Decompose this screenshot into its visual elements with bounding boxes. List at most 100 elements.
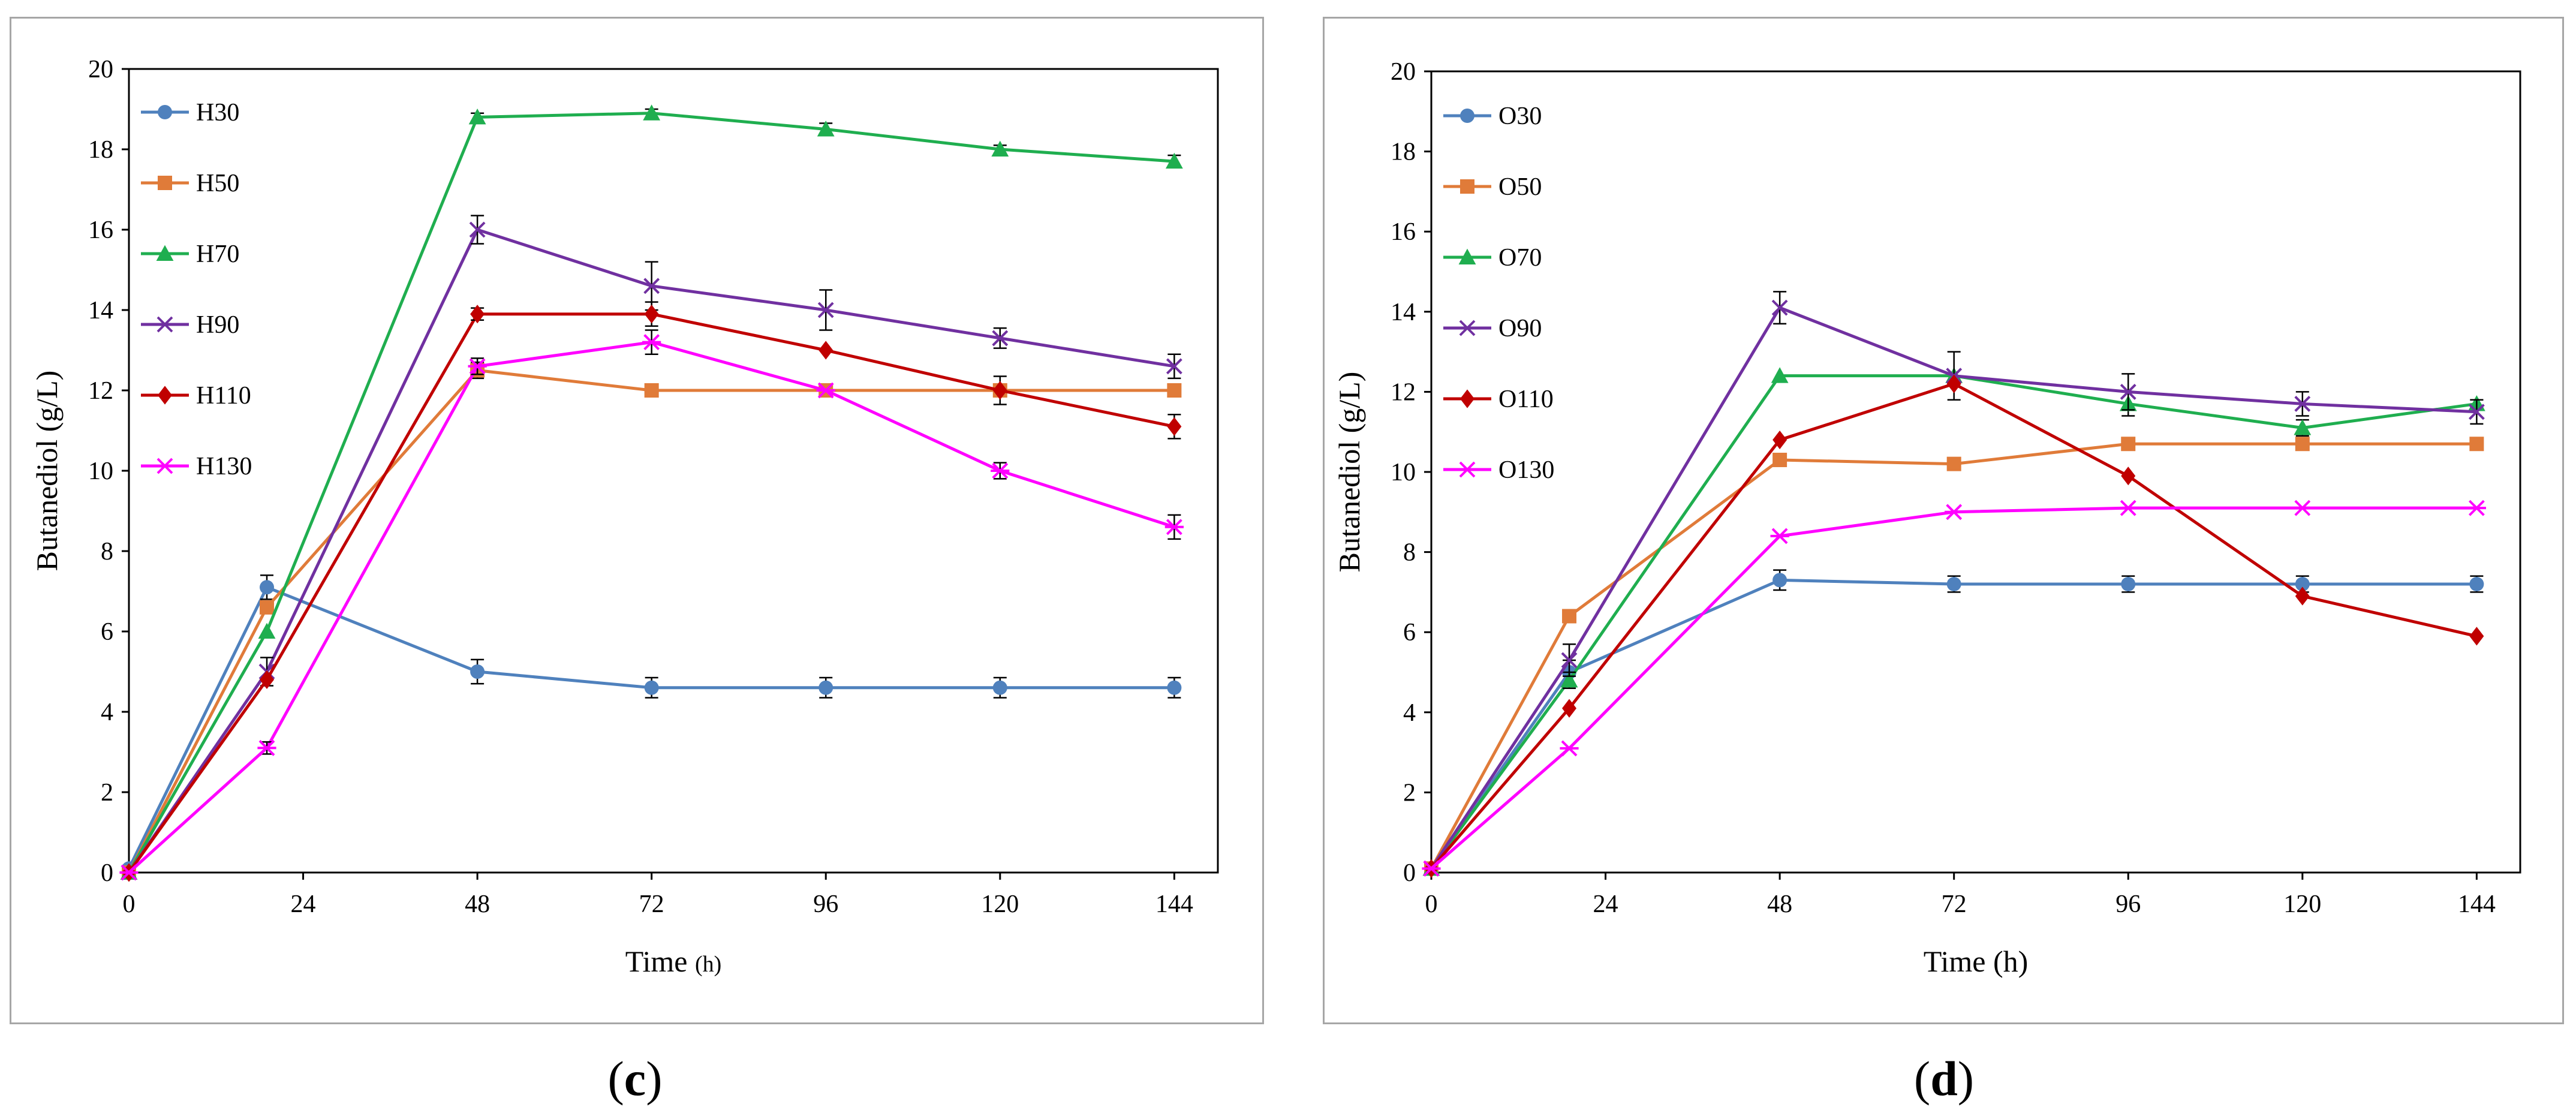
series-H70 [120, 104, 1183, 880]
y-tick-label: 16 [88, 216, 113, 244]
data-point-O50 [1772, 452, 1787, 467]
legend-label: H70 [196, 240, 239, 268]
x-tick-label: 144 [1155, 891, 1193, 918]
legend-entry-H30: H30 [141, 99, 239, 127]
plot-area [128, 68, 1219, 874]
data-point-H30 [818, 680, 833, 695]
series-H50 [122, 361, 1182, 880]
series-line-O70 [1430, 374, 2477, 870]
data-point-O130 [1560, 740, 1579, 757]
data-point-O130 [1945, 504, 1964, 521]
data-point-O90 [2120, 383, 2136, 400]
data-point-H90 [643, 278, 660, 294]
data-point-O70 [1771, 367, 1789, 383]
series-line-H130 [128, 341, 1175, 874]
data-point-H110 [992, 381, 1007, 400]
data-point-H30 [992, 680, 1007, 695]
caption-d: (d) [1913, 1051, 1975, 1106]
data-point-O90 [2294, 396, 2311, 412]
data-point-H110 [260, 670, 275, 689]
data-point-H130 [119, 864, 139, 881]
x-tick-label: 24 [291, 891, 316, 918]
legend-entry-O90: O90 [1443, 315, 1542, 342]
data-point-H30 [470, 664, 485, 679]
legend-label: O90 [1498, 315, 1542, 342]
legend-marker [1459, 320, 1476, 336]
legend-marker [158, 386, 172, 405]
data-point-H30 [644, 680, 659, 695]
data-point-O30 [1772, 573, 1787, 588]
data-point-O50 [1562, 609, 1577, 624]
data-point-O90 [1561, 652, 1578, 669]
y-tick-label: 14 [88, 297, 113, 324]
legend-marker [1458, 461, 1477, 478]
data-point-O130 [2467, 500, 2486, 516]
x-tick-label: 48 [1767, 891, 1792, 918]
x-tick-label: 24 [1593, 891, 1618, 918]
legend-label: H30 [196, 99, 239, 127]
data-point-O70 [2294, 419, 2312, 435]
data-point-H130 [468, 358, 487, 375]
data-point-H130 [816, 382, 835, 399]
x-tick-label: 144 [2458, 891, 2496, 918]
y-tick-label: 12 [1391, 378, 1416, 406]
plot-area [1430, 70, 2521, 874]
data-point-H50 [644, 383, 659, 398]
data-point-H70 [1165, 152, 1183, 169]
legend-marker [158, 105, 172, 119]
y-tick-label: 6 [101, 618, 113, 646]
data-point-H130 [257, 739, 276, 756]
data-point-H70 [991, 140, 1009, 157]
data-point-O110 [2295, 586, 2310, 606]
x-axis-title: Time (h) [625, 944, 722, 978]
legend-label: H110 [196, 382, 251, 410]
data-point-O90 [1771, 299, 1788, 316]
data-point-H130 [1164, 519, 1184, 536]
y-tick-label: 20 [1391, 58, 1416, 86]
x-tick-label: 0 [1425, 891, 1438, 918]
y-tick-label: 18 [1391, 139, 1416, 166]
legend-entry-O110: O110 [1443, 386, 1554, 413]
y-tick-label: 18 [88, 136, 113, 164]
data-point-O130 [2118, 500, 2138, 516]
series-line-H50 [127, 369, 1175, 874]
x-tick-label: 96 [813, 891, 838, 918]
data-point-H90 [469, 221, 486, 238]
legend-marker [1458, 248, 1476, 264]
y-axis-title: Butanediol (g/L) [1332, 372, 1366, 573]
legend-entry-H90: H90 [141, 311, 239, 339]
y-tick-label: 0 [1403, 859, 1416, 887]
series-O130 [1422, 500, 2486, 877]
x-tick-label: 96 [2115, 891, 2141, 918]
legend-marker [158, 176, 172, 190]
legend-entry-O50: O50 [1443, 173, 1542, 201]
legend-label: O70 [1498, 244, 1542, 272]
y-tick-label: 16 [1391, 218, 1416, 246]
x-tick-label: 48 [465, 891, 490, 918]
data-point-H90 [817, 302, 834, 318]
data-point-H50 [1167, 383, 1182, 398]
y-axis-title: Butanediol (g/L) [30, 371, 64, 571]
series-line-H70 [127, 112, 1175, 874]
legend-entry-O30: O30 [1443, 103, 1542, 130]
data-point-O50 [2121, 437, 2136, 452]
data-point-H50 [260, 600, 275, 615]
y-tick-label: 12 [88, 377, 113, 405]
data-point-H130 [991, 462, 1010, 479]
y-tick-label: 2 [101, 779, 113, 807]
x-axis-title: Time (h) [1924, 944, 2029, 978]
data-point-H90 [992, 330, 1009, 347]
legend-label: O110 [1498, 386, 1554, 413]
legend-marker [1460, 179, 1474, 194]
y-tick-label: 14 [1391, 299, 1416, 326]
data-point-H90 [1166, 358, 1182, 375]
legend-marker [156, 245, 174, 261]
x-tick-label: 120 [2283, 891, 2321, 918]
y-tick-label: 4 [1403, 699, 1416, 727]
data-point-O130 [1770, 528, 1789, 545]
legend-entry-O70: O70 [1443, 244, 1542, 272]
data-point-O130 [1422, 860, 1441, 877]
series-H130 [119, 329, 1184, 881]
